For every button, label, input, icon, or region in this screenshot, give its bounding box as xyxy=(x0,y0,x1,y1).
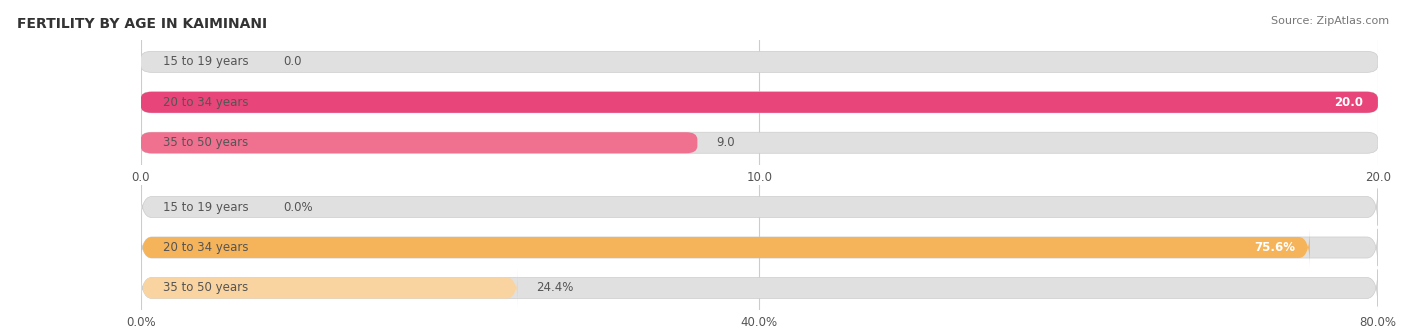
Text: 75.6%: 75.6% xyxy=(1254,241,1295,254)
FancyBboxPatch shape xyxy=(141,269,517,307)
Text: 20 to 34 years: 20 to 34 years xyxy=(163,96,249,109)
Text: 35 to 50 years: 35 to 50 years xyxy=(163,281,247,294)
Text: 15 to 19 years: 15 to 19 years xyxy=(163,55,249,68)
Text: Source: ZipAtlas.com: Source: ZipAtlas.com xyxy=(1271,16,1389,26)
FancyBboxPatch shape xyxy=(141,51,1378,72)
FancyBboxPatch shape xyxy=(141,132,1378,153)
FancyBboxPatch shape xyxy=(141,132,697,153)
Text: 15 to 19 years: 15 to 19 years xyxy=(163,201,249,214)
Text: 0.0: 0.0 xyxy=(283,55,301,68)
FancyBboxPatch shape xyxy=(141,229,1378,266)
Text: 24.4%: 24.4% xyxy=(537,281,574,294)
FancyBboxPatch shape xyxy=(141,92,1378,113)
Text: 0.0%: 0.0% xyxy=(283,201,312,214)
FancyBboxPatch shape xyxy=(141,269,1378,307)
Text: 20 to 34 years: 20 to 34 years xyxy=(163,241,249,254)
FancyBboxPatch shape xyxy=(141,92,1378,113)
Text: 20.0: 20.0 xyxy=(1334,96,1362,109)
Text: 9.0: 9.0 xyxy=(716,136,734,149)
FancyBboxPatch shape xyxy=(141,188,1378,226)
FancyBboxPatch shape xyxy=(141,229,1310,266)
Text: FERTILITY BY AGE IN KAIMINANI: FERTILITY BY AGE IN KAIMINANI xyxy=(17,16,267,30)
Text: 35 to 50 years: 35 to 50 years xyxy=(163,136,247,149)
